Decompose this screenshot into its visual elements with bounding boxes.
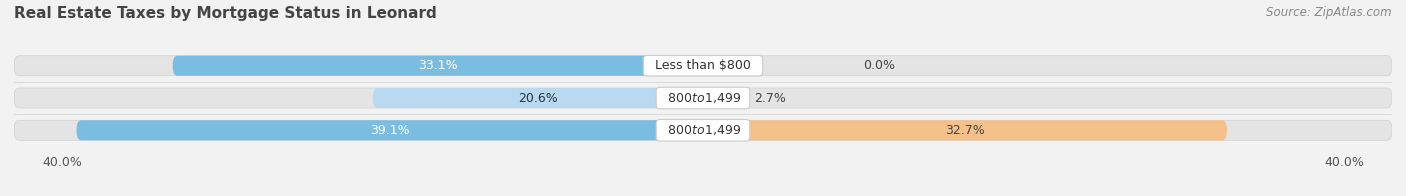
Text: 0.0%: 0.0% (863, 59, 896, 72)
Text: 20.6%: 20.6% (517, 92, 558, 104)
FancyBboxPatch shape (173, 56, 703, 76)
Text: $800 to $1,499: $800 to $1,499 (659, 123, 747, 137)
FancyBboxPatch shape (703, 120, 1227, 140)
FancyBboxPatch shape (14, 120, 1392, 140)
Text: 39.1%: 39.1% (370, 124, 409, 137)
Text: $800 to $1,499: $800 to $1,499 (659, 91, 747, 105)
Text: 2.7%: 2.7% (754, 92, 786, 104)
Text: Source: ZipAtlas.com: Source: ZipAtlas.com (1267, 6, 1392, 19)
Text: 32.7%: 32.7% (945, 124, 984, 137)
Text: Real Estate Taxes by Mortgage Status in Leonard: Real Estate Taxes by Mortgage Status in … (14, 6, 437, 21)
FancyBboxPatch shape (703, 88, 747, 108)
FancyBboxPatch shape (14, 88, 1392, 108)
FancyBboxPatch shape (373, 88, 703, 108)
FancyBboxPatch shape (14, 56, 1392, 76)
FancyBboxPatch shape (76, 120, 703, 140)
Text: 33.1%: 33.1% (418, 59, 457, 72)
Text: Less than $800: Less than $800 (647, 59, 759, 72)
